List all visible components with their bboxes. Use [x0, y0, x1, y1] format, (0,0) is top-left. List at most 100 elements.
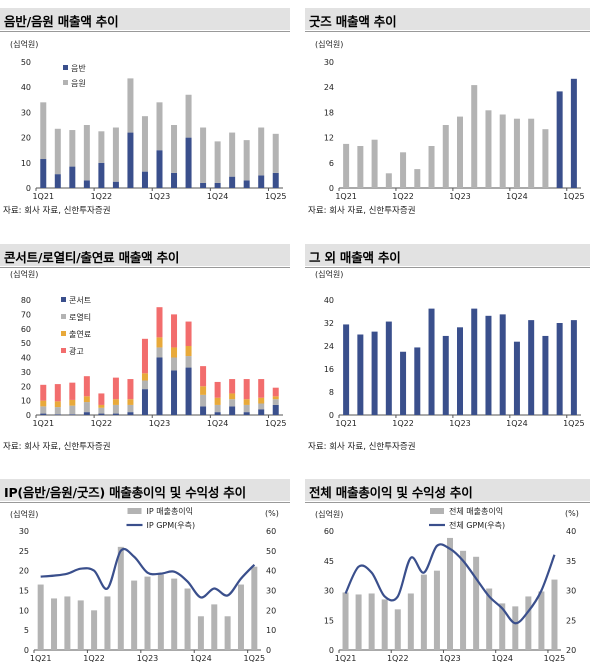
- y-tick-label: 12: [324, 134, 334, 143]
- bar-other: [414, 347, 421, 415]
- y-tick-label: 24: [324, 83, 334, 92]
- bar-gross-profit: [499, 603, 506, 650]
- bar-album: [83, 180, 90, 188]
- chart-title: IP(음반/음원/굿즈) 매출총이익 및 수익성 추이: [4, 485, 246, 500]
- header-divider: [305, 267, 590, 268]
- bar-concert: [243, 412, 250, 415]
- legend-swatch: [61, 331, 66, 336]
- bar-appearance: [69, 399, 76, 406]
- line-gpm: [40, 547, 256, 599]
- bar-other: [471, 308, 478, 415]
- chart-header: IP(음반/음원/굿즈) 매출총이익 및 수익성 추이: [0, 479, 290, 501]
- y-tick-label: 15: [19, 587, 29, 596]
- y-tick-label: 24: [324, 342, 334, 351]
- bar-ad: [83, 376, 90, 397]
- bar-goods: [457, 116, 463, 188]
- y-tick-label: 50: [21, 339, 31, 348]
- bar-stream: [83, 125, 90, 181]
- legend-label-bar: IP 매출총이익: [147, 506, 194, 516]
- bar-stream: [200, 127, 207, 183]
- legend-label: 콘서트: [69, 296, 91, 305]
- bar-royalty: [243, 404, 250, 413]
- y-tick-label: 20: [19, 567, 29, 576]
- y-tick-label: 10: [19, 606, 29, 615]
- bar-gross-profit: [420, 574, 427, 650]
- y-axis-unit-left: (십억원): [10, 510, 39, 519]
- legend-label: 출연료: [69, 329, 91, 339]
- bar-other: [570, 320, 577, 415]
- bar-royalty: [69, 405, 76, 415]
- bar-stream: [141, 116, 148, 172]
- bar-royalty: [185, 356, 192, 368]
- bar-gross-profit: [538, 591, 545, 650]
- bar-gross-profit: [525, 596, 532, 650]
- bar-goods: [442, 125, 449, 188]
- header-divider: [305, 31, 590, 32]
- bar-album: [141, 171, 148, 188]
- x-tick-label: 1Q21: [32, 192, 54, 201]
- y-tick-label: 0: [24, 646, 29, 655]
- bar-goods: [400, 152, 407, 188]
- bar-appearance: [229, 393, 236, 400]
- x-tick-label: 1Q22: [392, 419, 414, 428]
- bar-ad: [185, 321, 192, 346]
- y-tick-label: 6: [329, 159, 334, 168]
- bar-gross-profit: [37, 584, 44, 650]
- y-tick-label: 0: [329, 184, 334, 193]
- bar-concert: [69, 414, 76, 415]
- y-right-tick-label: 30: [266, 587, 276, 596]
- x-tick-label: 1Q24: [491, 654, 513, 663]
- bar-other: [513, 341, 520, 415]
- bar-ad: [229, 379, 236, 394]
- bar-album: [156, 150, 163, 188]
- legend-swatch-bar: [430, 508, 444, 514]
- bar-concert: [258, 409, 265, 415]
- chart-title: 그 외 매출액 추이: [309, 250, 401, 265]
- x-tick-label: 1Q23: [149, 192, 171, 201]
- bar-gross-profit: [51, 598, 58, 650]
- bar-goods: [499, 114, 506, 188]
- bar-appearance: [141, 373, 148, 381]
- bar-royalty: [214, 404, 221, 413]
- bar-ad: [69, 382, 76, 400]
- y-tick-label: 40: [21, 83, 31, 92]
- y-right-tick-label: 40: [266, 567, 276, 576]
- bar-stream: [185, 94, 192, 138]
- y-right-tick-label: 50: [266, 547, 276, 556]
- x-tick-label: 1Q21: [335, 192, 357, 201]
- chart-panel-other: 그 외 매출액 추이 (십억원) 0 8 16 24 32 40 1Q21 1Q22 1Q23 1…: [305, 244, 590, 456]
- chart-header: 음반/음원 매출액 추이: [0, 8, 290, 30]
- bar-royalty: [40, 406, 47, 414]
- bar-ad: [243, 379, 250, 400]
- bar-appearance: [185, 346, 192, 357]
- y-tick-label: 30: [324, 58, 334, 67]
- source-note: 자료: 회사 자료, 신한투자증권: [3, 206, 111, 216]
- x-tick-label: 1Q23: [449, 419, 471, 428]
- bar-album: [98, 162, 105, 188]
- bar-gross-profit: [251, 566, 258, 650]
- y-axis-unit-left: (십억원): [315, 510, 344, 519]
- bar-royalty: [141, 380, 148, 390]
- y-tick-label: 20: [21, 382, 31, 391]
- legend-swatch: [61, 314, 66, 319]
- legend-label: 음원: [71, 79, 86, 88]
- x-tick-label: 1Q25: [265, 192, 287, 201]
- bar-album: [40, 159, 47, 188]
- bar-appearance: [214, 397, 221, 405]
- bar-gross-profit: [144, 576, 151, 650]
- bar-album: [258, 175, 265, 188]
- bar-royalty: [229, 399, 236, 407]
- bar-appearance: [127, 399, 134, 405]
- bar-album: [185, 137, 192, 188]
- bar-other: [457, 327, 463, 415]
- bar-appearance: [243, 399, 250, 405]
- bar-royalty: [127, 404, 134, 413]
- x-tick-label: 1Q23: [439, 654, 461, 663]
- x-tick-label: 1Q25: [265, 419, 287, 428]
- y-axis-unit-right: (%): [565, 509, 579, 518]
- bar-other: [542, 335, 549, 415]
- bar-other: [385, 321, 392, 415]
